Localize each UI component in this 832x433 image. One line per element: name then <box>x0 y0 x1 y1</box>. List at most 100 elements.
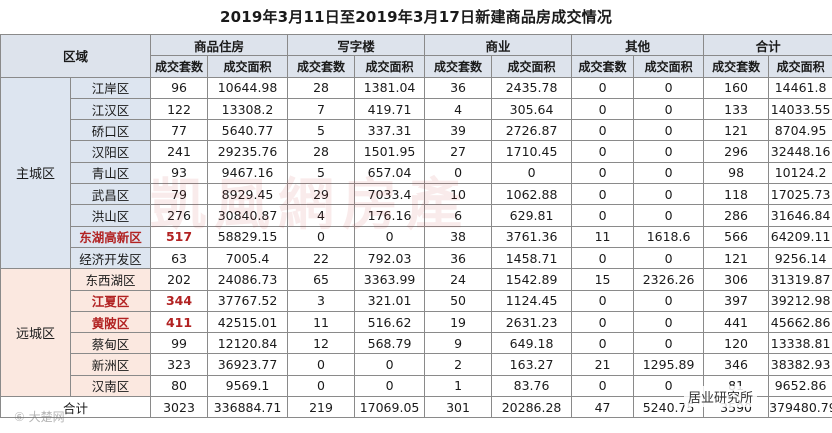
data-cell: 629.81 <box>491 204 573 227</box>
data-cell: 516.62 <box>354 310 426 334</box>
data-cell: 10644.98 <box>207 76 289 99</box>
data-cell: 11 <box>571 225 635 248</box>
header-row-categories: 区域 商品住房 写字楼 商业 其他 合计 <box>0 33 832 78</box>
district-name: 硚口区 <box>69 119 152 142</box>
subheader-units: 成交套数 <box>150 55 209 78</box>
data-cell: 12 <box>287 332 356 355</box>
data-cell: 14461.8 <box>768 76 832 99</box>
district-name: 新洲区 <box>69 353 152 376</box>
data-cell: 39 <box>424 119 493 142</box>
table-row: 经济开发区 63 7005.4 22 792.03 36 1458.71 0 0 121 9256.… <box>1 246 832 270</box>
data-cell: 36 <box>424 76 493 99</box>
data-cell: 58829.15 <box>207 225 289 248</box>
data-cell: 160 <box>703 76 770 99</box>
total-cell: 219 <box>287 396 356 419</box>
data-cell: 9 <box>424 332 493 355</box>
data-cell: 4 <box>287 204 356 227</box>
data-cell: 38 <box>424 225 493 248</box>
data-cell: 24086.73 <box>207 268 289 291</box>
subheader-area: 成交面积 <box>354 55 426 78</box>
bottom-right-watermark: 居业研究所 <box>684 386 758 407</box>
data-cell: 346 <box>703 353 770 376</box>
data-cell: 176.16 <box>354 204 426 227</box>
district-name: 汉南区 <box>69 374 152 398</box>
data-cell: 37767.52 <box>207 289 289 312</box>
data-cell: 98 <box>703 161 770 185</box>
district-name: 青山区 <box>69 161 152 185</box>
data-cell: 344 <box>150 289 209 312</box>
data-cell: 0 <box>571 246 635 270</box>
data-cell: 0 <box>633 119 705 142</box>
data-cell: 24 <box>424 268 493 291</box>
data-cell: 10 <box>424 183 493 206</box>
data-cell: 2726.87 <box>491 119 573 142</box>
data-cell: 0 <box>633 332 705 355</box>
data-cell: 241 <box>150 140 209 163</box>
bottom-left-watermark: ⑥ 大楚网 <box>14 410 65 424</box>
data-cell: 0 <box>571 76 635 99</box>
data-cell: 163.27 <box>491 353 573 376</box>
table-row: 新洲区 323 36923.77 0 0 2 163.27 21 1295.89 346 38382… <box>1 353 832 376</box>
data-cell: 1458.71 <box>491 246 573 270</box>
district-name: 东西湖区 <box>69 268 152 291</box>
data-cell: 568.79 <box>354 332 426 355</box>
data-cell: 2631.23 <box>491 310 573 334</box>
data-cell: 0 <box>633 161 705 185</box>
data-cell: 2435.78 <box>491 76 573 99</box>
data-cell: 31319.87 <box>768 268 832 291</box>
subheader-units: 成交套数 <box>571 55 635 78</box>
table-row: 江汉区 122 13308.2 7 419.71 4 305.64 0 0 133 14033.55 <box>1 97 832 121</box>
data-cell: 45662.86 <box>768 310 832 334</box>
data-cell: 50 <box>424 289 493 312</box>
subheader-units: 成交套数 <box>287 55 356 78</box>
data-cell: 202 <box>150 268 209 291</box>
data-cell: 28 <box>287 140 356 163</box>
total-cell: 20286.28 <box>491 396 573 419</box>
data-cell: 1542.89 <box>491 268 573 291</box>
data-cell: 4 <box>424 97 493 121</box>
data-cell: 93 <box>150 161 209 185</box>
district-name: 东湖高新区 <box>69 225 152 248</box>
data-cell: 0 <box>571 310 635 334</box>
category-header-other: 其他 <box>571 33 705 57</box>
data-cell: 0 <box>571 97 635 121</box>
table-row: 青山区 93 9467.16 5 657.04 0 0 0 0 98 10124.2 <box>1 161 832 185</box>
data-cell: 7033.4 <box>354 183 426 206</box>
district-name: 江汉区 <box>69 97 152 121</box>
data-cell: 1124.45 <box>491 289 573 312</box>
district-name: 武昌区 <box>69 183 152 206</box>
data-cell: 79 <box>150 183 209 206</box>
total-cell: 336884.71 <box>207 396 289 419</box>
district-name: 江岸区 <box>69 76 152 99</box>
data-cell: 9569.1 <box>207 374 289 398</box>
table-row: 汉阳区 241 29235.76 28 1501.95 27 1710.45 0 0 296 324… <box>1 140 832 163</box>
data-cell: 36 <box>424 246 493 270</box>
data-cell: 30840.87 <box>207 204 289 227</box>
data-cell: 517 <box>150 225 209 248</box>
data-cell: 96 <box>150 76 209 99</box>
data-cell: 0 <box>633 204 705 227</box>
category-header-office: 写字楼 <box>287 33 426 57</box>
data-cell: 0 <box>571 289 635 312</box>
subheader-area: 成交面积 <box>491 55 573 78</box>
sales-table: 区域 商品住房 写字楼 商业 其他 合计 成交套数 成交面积 成交套数 成交面积 成交套… <box>0 33 832 419</box>
data-cell: 77 <box>150 119 209 142</box>
data-cell: 1062.88 <box>491 183 573 206</box>
data-cell: 0 <box>571 374 635 398</box>
data-cell: 306 <box>703 268 770 291</box>
total-cell: 47 <box>571 396 635 419</box>
data-cell: 337.31 <box>354 119 426 142</box>
data-cell: 63 <box>150 246 209 270</box>
data-cell: 133 <box>703 97 770 121</box>
data-cell: 0 <box>633 76 705 99</box>
data-cell: 29 <box>287 183 356 206</box>
data-cell: 0 <box>571 140 635 163</box>
data-cell: 38382.93 <box>768 353 832 376</box>
data-cell: 11 <box>287 310 356 334</box>
subheader-units: 成交套数 <box>424 55 493 78</box>
data-cell: 0 <box>571 119 635 142</box>
data-cell: 21 <box>571 353 635 376</box>
data-cell: 0 <box>287 353 356 376</box>
table-row: 洪山区 276 30840.87 4 176.16 6 629.81 0 0 286 31646.8… <box>1 204 832 227</box>
data-cell: 120 <box>703 332 770 355</box>
